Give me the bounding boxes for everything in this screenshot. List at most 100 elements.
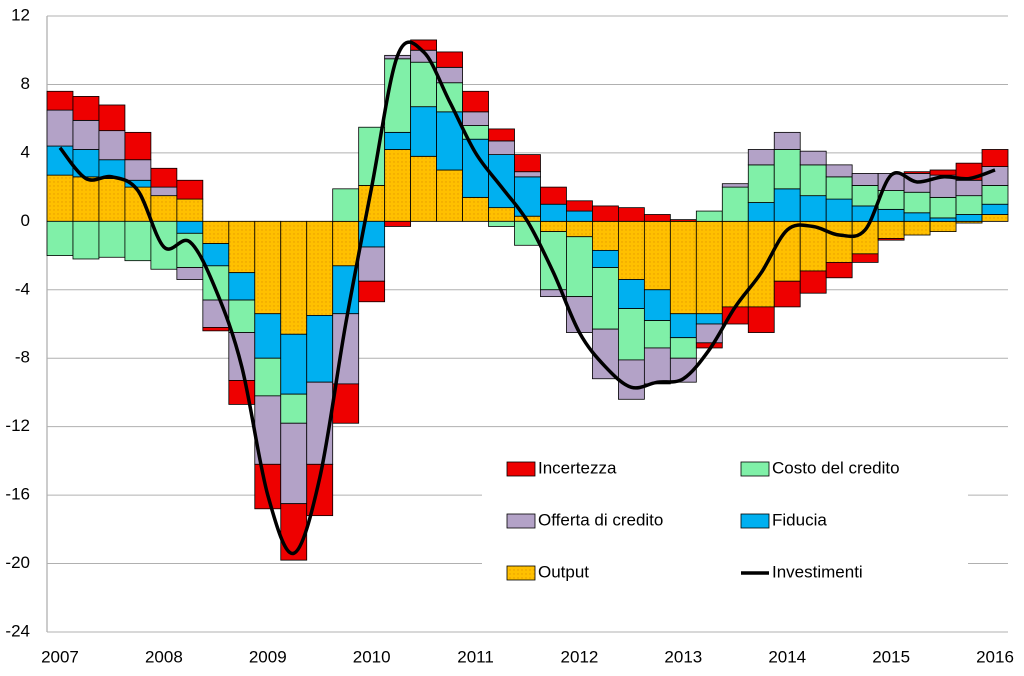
bar-segment — [851, 173, 879, 186]
bar-segment — [773, 188, 801, 222]
legend-label: Costo del credito — [772, 458, 900, 477]
bar-segment — [721, 183, 749, 188]
bar-segment — [306, 315, 334, 383]
bar-segment — [799, 195, 827, 222]
legend-label: Offerta di credito — [538, 510, 663, 529]
bar-segment — [566, 210, 593, 222]
bar-segment — [98, 104, 126, 132]
bar-segment — [462, 90, 489, 113]
bar-segment — [955, 179, 983, 197]
bar-segment — [721, 186, 749, 222]
bar-segment — [669, 337, 697, 359]
bar-segment — [981, 214, 1009, 222]
bar-segment — [254, 357, 282, 397]
bar-segment — [592, 267, 619, 330]
bar-segment — [618, 359, 645, 400]
x-tick-label: 2008 — [145, 647, 183, 666]
bar-segment — [799, 270, 827, 294]
bar-segment — [877, 238, 905, 241]
bar-segment — [540, 231, 567, 291]
y-tick-label: 8 — [21, 74, 30, 93]
bar-segment — [566, 220, 593, 238]
bar-segment — [384, 149, 412, 222]
bar-segment — [150, 195, 178, 222]
x-tick-label: 2016 — [976, 647, 1014, 666]
bar-segment — [643, 320, 671, 349]
bar-segment — [540, 186, 567, 205]
bar-segment — [903, 220, 931, 236]
investment-line — [58, 40, 996, 556]
bar-segment — [254, 313, 282, 359]
bar-segment — [877, 220, 905, 239]
bar-segment — [410, 155, 437, 222]
bar-segment — [825, 176, 853, 200]
bar-segment — [669, 220, 697, 315]
y-tick-label: -12 — [5, 416, 30, 435]
bar-segment — [618, 207, 645, 222]
bar-segment — [488, 220, 515, 227]
bar-segment — [436, 169, 463, 222]
bar-segment — [228, 299, 256, 333]
x-tick-label: 2014 — [768, 647, 806, 666]
bar-segment — [176, 267, 204, 280]
bar-segment — [98, 130, 126, 161]
bar-segment — [669, 313, 697, 339]
bar-segment — [332, 188, 360, 222]
bar-segment — [773, 131, 801, 150]
bar-segment — [773, 280, 801, 308]
bar-segment — [773, 149, 801, 190]
bar-segment — [747, 202, 775, 222]
legend-swatch — [506, 461, 536, 477]
x-tick-label: 2007 — [41, 647, 79, 666]
bar-segment — [643, 220, 671, 291]
bar-segment — [514, 171, 541, 178]
legend-swatch — [740, 513, 770, 529]
bar-segment — [72, 176, 100, 222]
bar-segment — [280, 333, 308, 395]
bar-segment — [929, 169, 957, 176]
bar-segment — [202, 220, 230, 244]
bar-segment — [280, 422, 308, 505]
legend-label: Output — [538, 562, 589, 581]
bar-segment — [228, 220, 256, 274]
bar-segment — [851, 184, 879, 207]
bar-segment — [202, 243, 230, 267]
x-tick-label: 2009 — [249, 647, 287, 666]
bar-segment — [669, 219, 697, 222]
bar-segment — [384, 220, 412, 227]
y-tick-label: -24 — [5, 621, 30, 640]
bar-segment — [462, 196, 489, 222]
bar-segment — [540, 203, 567, 222]
x-tick-label: 2015 — [872, 647, 910, 666]
bar-segment — [877, 208, 905, 222]
bar-segment — [851, 253, 879, 263]
bar-segment — [669, 357, 697, 383]
bar-segment — [332, 383, 360, 424]
bar-segment — [825, 220, 853, 263]
bar-segment — [98, 220, 126, 258]
bar-segment — [176, 179, 204, 200]
bar-segment — [124, 220, 152, 262]
bar-segment — [981, 166, 1009, 186]
bar-segment — [825, 198, 853, 222]
y-tick-label: -4 — [15, 279, 30, 298]
bar-segment — [46, 220, 74, 256]
bar-segment — [903, 171, 931, 174]
x-tick-label: 2011 — [457, 647, 494, 666]
bar-segment — [514, 154, 541, 173]
bar-segment — [695, 313, 723, 325]
x-tick-label: 2012 — [561, 647, 599, 666]
bar-segment — [903, 212, 931, 222]
bar-segment — [695, 210, 723, 222]
bar-segment — [929, 220, 957, 232]
bar-segment — [228, 380, 256, 405]
bar-segment — [176, 198, 204, 222]
bar-segment — [488, 207, 515, 222]
bar-segment — [643, 347, 671, 385]
legend-swatch — [506, 513, 536, 529]
bar-segment — [410, 61, 437, 108]
bar-segment — [280, 393, 308, 424]
bar-segment — [410, 106, 437, 157]
legend-box — [482, 442, 968, 602]
